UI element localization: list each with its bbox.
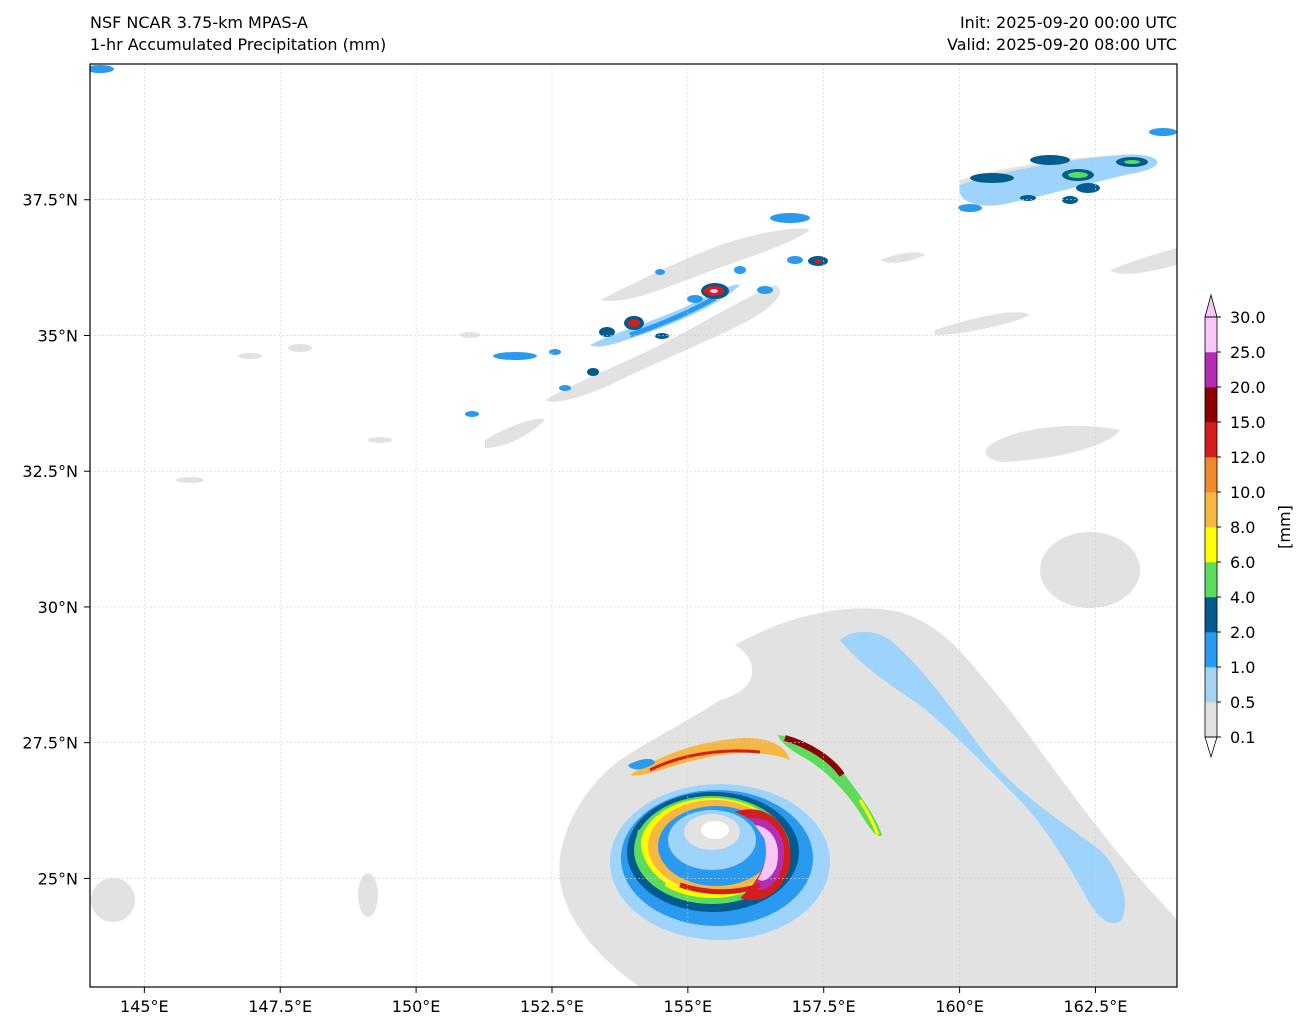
colorbar-swatch xyxy=(1205,387,1217,423)
colorbar-swatch xyxy=(1205,317,1217,353)
x-tick-label: 147.5°E xyxy=(248,997,312,1016)
colorbar-swatch xyxy=(1205,667,1217,703)
colorbar-unit-label: [mm] xyxy=(1275,505,1294,549)
y-tick-label: 37.5°N xyxy=(22,191,78,210)
colorbar-level-label: 6.0 xyxy=(1230,553,1255,572)
colorbar: 0.1 0.5 1.0 2.0 4.0 6.0 8.0 10.0 12.0 15.0 20.0 25.… xyxy=(1204,293,1266,759)
header-right: Init: 2025-09-20 00:00 UTC Valid: 2025-0… xyxy=(947,12,1177,56)
colorbar-swatch xyxy=(1205,562,1217,598)
x-tick-label: 160°E xyxy=(935,997,984,1016)
colorbar-extend-max xyxy=(1204,293,1218,318)
model-title: NSF NCAR 3.75-km MPAS-A xyxy=(90,13,308,32)
colorbar-level-label: 30.0 xyxy=(1230,308,1266,327)
colorbar-level-label: 25.0 xyxy=(1230,343,1266,362)
y-tick-label: 27.5°N xyxy=(22,734,78,753)
y-tick-label: 25°N xyxy=(38,869,78,888)
colorbar-level-label: 12.0 xyxy=(1230,448,1266,467)
field-title: 1-hr Accumulated Precipitation (mm) xyxy=(90,35,387,54)
map-gridlines xyxy=(90,64,1177,987)
map-frame xyxy=(89,63,1178,988)
colorbar-level-label: 20.0 xyxy=(1230,378,1266,397)
colorbar-level-label: 0.1 xyxy=(1230,728,1255,747)
x-tick-label: 162.5°E xyxy=(1064,997,1128,1016)
precip-band-05 xyxy=(840,631,1125,924)
valid-time: Valid: 2025-09-20 08:00 UTC xyxy=(946,35,1177,54)
colorbar-level-label: 4.0 xyxy=(1230,588,1255,607)
colorbar-swatch xyxy=(1205,422,1217,458)
x-tick-label: 157.5°E xyxy=(792,997,856,1016)
colorbar-swatch xyxy=(1205,597,1217,633)
colorbar-swatch xyxy=(1205,352,1217,388)
colorbar-level-label: 10.0 xyxy=(1230,483,1266,502)
storm-rings xyxy=(610,735,882,940)
y-tick-label: 30°N xyxy=(38,598,78,617)
x-tick-label: 152.5°E xyxy=(520,997,584,1016)
x-axis-ticks: 145°E 147.5°E 150°E 152.5°E 155°E 157.5°E 160°… xyxy=(120,987,1127,1016)
x-tick-label: 155°E xyxy=(664,997,713,1016)
x-tick-label: 150°E xyxy=(392,997,441,1016)
colorbar-level-label: 2.0 xyxy=(1230,623,1255,642)
northern-rain-cells xyxy=(90,65,1177,417)
y-tick-label: 35°N xyxy=(38,326,78,345)
colorbar-extend-min xyxy=(1204,736,1218,759)
init-time: Init: 2025-09-20 00:00 UTC xyxy=(959,13,1177,32)
colorbar-swatch xyxy=(1205,702,1217,738)
colorbar-swatch xyxy=(1205,492,1217,528)
y-tick-label: 32.5°N xyxy=(22,462,78,481)
colorbar-level-label: 8.0 xyxy=(1230,518,1255,537)
y-axis-ticks: 25°N 27.5°N 30°N 32.5°N 35°N 37.5°N xyxy=(22,191,90,888)
colorbar-swatch xyxy=(1205,632,1217,668)
colorbar-level-label: 1.0 xyxy=(1230,658,1255,677)
x-tick-label: 145°E xyxy=(120,997,169,1016)
header-left: NSF NCAR 3.75-km MPAS-A 1-hr Accumulated… xyxy=(90,12,386,56)
precip-field xyxy=(90,64,1177,987)
colorbar-swatch xyxy=(1205,527,1217,563)
colorbar-level-label: 0.5 xyxy=(1230,693,1255,712)
colorbar-swatch xyxy=(1205,457,1217,493)
colorbar-level-label: 15.0 xyxy=(1230,413,1266,432)
